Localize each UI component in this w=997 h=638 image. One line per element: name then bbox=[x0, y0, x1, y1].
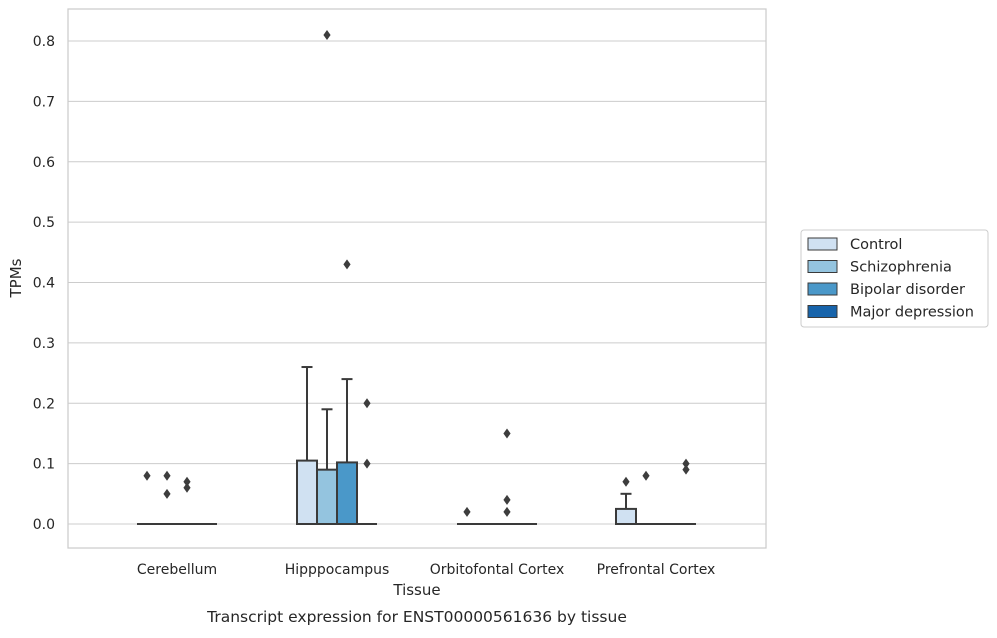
legend: Control Schizophrenia Bipolar disorder Majo… bbox=[800, 229, 989, 328]
y-tick-labels: 0.0 0.1 0.2 0.3 0.4 0.5 0.6 0.7 0.8 bbox=[33, 34, 55, 533]
y-tick-label: 0.8 bbox=[33, 34, 55, 50]
outlier-point bbox=[622, 476, 630, 487]
box-body bbox=[615, 507, 637, 525]
box-body bbox=[296, 459, 318, 526]
outlier-point bbox=[463, 506, 471, 517]
box-control bbox=[615, 492, 637, 525]
y-tick-label: 0.1 bbox=[33, 457, 55, 473]
x-tick-label: Prefrontal Cortex bbox=[597, 562, 716, 578]
box-body bbox=[316, 468, 338, 526]
box-control bbox=[296, 366, 318, 526]
y-tick-label: 0.4 bbox=[33, 276, 55, 292]
outlier-point bbox=[343, 259, 351, 270]
box-body bbox=[336, 461, 358, 526]
boxes bbox=[137, 366, 696, 526]
outlier-point bbox=[163, 488, 171, 499]
y-tick-label: 0.6 bbox=[33, 155, 55, 171]
outlier-point bbox=[183, 476, 191, 487]
legend-label: Major depression bbox=[850, 305, 974, 321]
legend-swatch bbox=[807, 237, 838, 251]
x-tick-label: Orbitofontal Cortex bbox=[430, 562, 565, 578]
outliers bbox=[143, 29, 690, 517]
outlier-point bbox=[163, 470, 171, 481]
y-tick-label: 0.7 bbox=[33, 94, 55, 110]
outlier-point bbox=[682, 464, 690, 475]
outlier-point bbox=[503, 506, 511, 517]
chart-caption: Transcript expression for ENST0000056163… bbox=[206, 608, 627, 626]
outlier-point bbox=[682, 458, 690, 469]
outlier-point bbox=[503, 494, 511, 505]
outlier-point bbox=[323, 29, 331, 40]
y-tick-label: 0.2 bbox=[33, 396, 55, 412]
gridlines bbox=[68, 40, 766, 525]
legend-swatch bbox=[807, 305, 838, 318]
outlier-point bbox=[363, 458, 371, 469]
x-tick-label: Hipppocampus bbox=[285, 562, 390, 578]
y-tick-label: 0.5 bbox=[33, 215, 55, 231]
outlier-point bbox=[503, 428, 511, 439]
legend-label: Schizophrenia bbox=[850, 260, 952, 276]
legend-label: Bipolar disorder bbox=[850, 282, 965, 298]
outlier-point bbox=[363, 398, 371, 409]
outlier-point bbox=[183, 482, 191, 493]
legend-swatch bbox=[807, 260, 838, 273]
outlier-point bbox=[143, 470, 151, 481]
legend-label: Control bbox=[850, 237, 902, 253]
outlier-point bbox=[642, 470, 650, 481]
legend-swatch bbox=[807, 282, 838, 296]
y-axis-label: TPMs bbox=[7, 258, 25, 298]
plot-area bbox=[67, 8, 767, 549]
x-tick-labels: Cerebellum Hipppocampus Orbitofontal Corte… bbox=[137, 562, 715, 578]
y-tick-label: 0.0 bbox=[33, 517, 55, 533]
x-axis-label: Tissue bbox=[392, 581, 440, 599]
box-bipolar-disorder bbox=[336, 378, 358, 526]
box-schizophrenia bbox=[316, 408, 338, 526]
x-tick-label: Cerebellum bbox=[137, 562, 217, 578]
legend-frame bbox=[800, 229, 989, 328]
y-tick-label: 0.3 bbox=[33, 336, 55, 352]
